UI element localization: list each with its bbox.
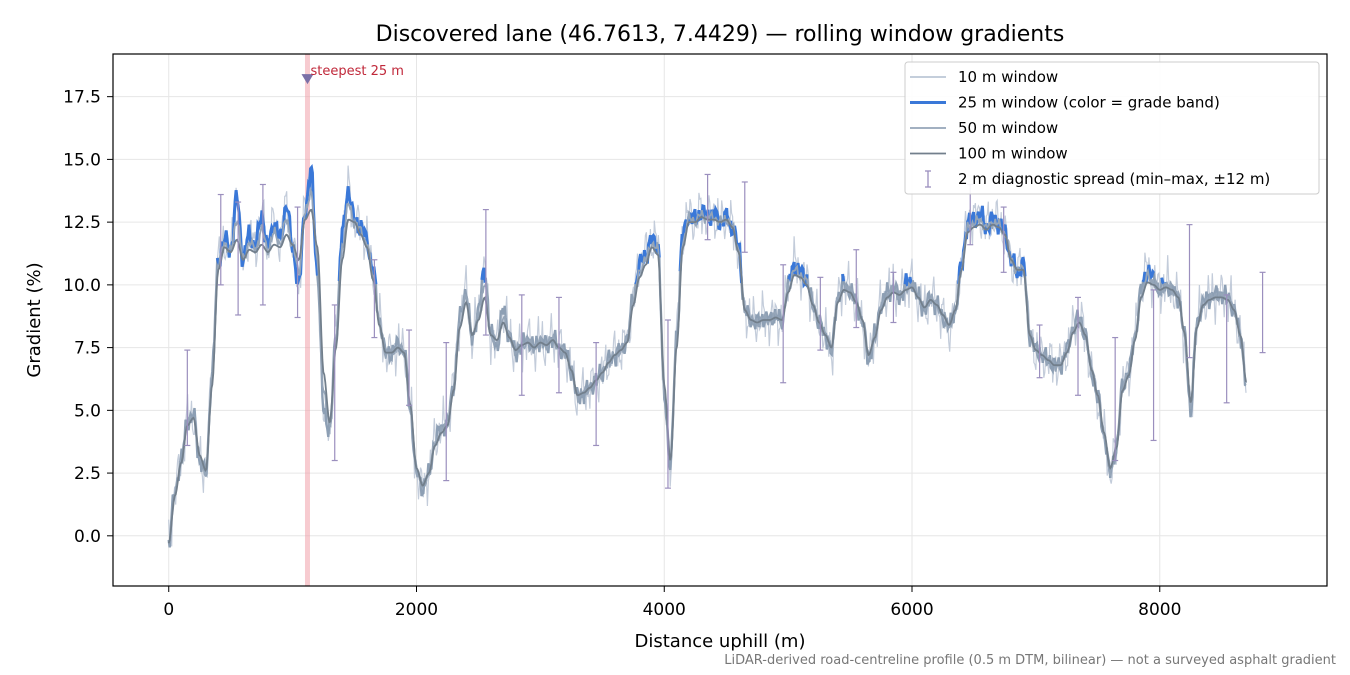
x-tick-label: 4000 [643, 600, 686, 620]
x-tick-label: 0 [163, 600, 174, 620]
legend-item: 25 m window (color = grade band) [910, 94, 1220, 112]
steepest-annotation: steepest 25 m [301, 64, 404, 85]
diagnostic-errorbar [555, 296, 562, 394]
diagnostic-errorbar [294, 206, 301, 319]
y-tick-label: 17.5 [63, 88, 101, 108]
diagnostic-errorbar [518, 294, 525, 396]
legend-label: 2 m diagnostic spread (min–max, ±12 m) [958, 170, 1270, 188]
x-tick-label: 2000 [395, 600, 438, 620]
diagnostic-errorbar [780, 264, 787, 384]
steepest-segment-highlight [304, 54, 310, 586]
steepest-marker-icon [301, 74, 314, 85]
diagnostic-errorbar [890, 271, 897, 324]
x-tick-label: 8000 [1138, 600, 1181, 620]
legend-item: 10 m window [910, 68, 1058, 86]
diagnostic-errorbar [1223, 294, 1230, 404]
diagnostic-errorbar [217, 193, 224, 286]
diagnostic-errorbar [259, 183, 266, 306]
diagnostic-errorbar [1036, 324, 1043, 379]
steepest-annotation-label: steepest 25 m [310, 64, 403, 79]
legend-item: 2 m diagnostic spread (min–max, ±12 m) [925, 170, 1270, 188]
x-axis-label: Distance uphill (m) [635, 631, 806, 652]
y-tick-label: 15.0 [63, 150, 101, 170]
legend-label: 10 m window [958, 68, 1058, 86]
legend-label: 100 m window [958, 145, 1068, 163]
y-tick-label: 10.0 [63, 276, 101, 296]
footnote: LiDAR-derived road-centreline profile (0… [724, 653, 1336, 668]
diagnostic-errorbar [741, 181, 748, 253]
diagnostic-errorbar [593, 341, 600, 447]
chart-title: Discovered lane (46.7613, 7.4429) — roll… [376, 22, 1065, 47]
axis-ticks: 0 2000 4000 6000 8000 0.0 2.5 5.0 7.5 10.0 12.5 15.… [63, 88, 1181, 620]
legend-item: 50 m window [910, 119, 1058, 137]
diagnostic-errorbar [331, 304, 338, 462]
diagnostic-errorbar [664, 319, 671, 489]
diagnostic-errorbar [406, 329, 413, 406]
y-tick-label: 12.5 [63, 213, 101, 233]
legend-label: 25 m window (color = grade band) [958, 94, 1220, 112]
diagnostic-errorbar [235, 201, 242, 316]
diagnostic-errorbar [371, 259, 378, 339]
diagnostic-errorbar [184, 349, 191, 447]
x-tick-label: 6000 [890, 600, 933, 620]
diagnostic-errorbar [1150, 289, 1157, 442]
legend: 10 m window 25 m window (color = grade ba… [904, 61, 1320, 195]
y-tick-label: 5.0 [74, 401, 101, 421]
diagnostic-errorbar [1186, 224, 1193, 359]
y-tick-label: 0.0 [74, 527, 101, 547]
diagnostic-errorbar [1112, 336, 1119, 462]
diagnostic-errorbar [817, 276, 824, 351]
y-axis-label: Gradient (%) [24, 262, 45, 377]
diagnostic-errorbar [1075, 296, 1082, 396]
diagnostic-errorbar [443, 341, 450, 482]
plot-frame [112, 53, 1328, 587]
diagnostic-errorbar [1259, 271, 1266, 354]
legend-label: 50 m window [958, 119, 1058, 137]
diagnostic-errorbar [1000, 206, 1007, 273]
diagnostic-errorbars [184, 173, 1266, 489]
y-tick-label: 7.5 [74, 339, 101, 359]
legend-box [904, 61, 1320, 195]
diagnostic-errorbar [482, 208, 489, 336]
diagnostic-errorbar [704, 173, 711, 241]
y-tick-label: 2.5 [74, 464, 101, 484]
diagnostic-errorbar [853, 249, 860, 329]
legend-item: 100 m window [910, 145, 1068, 163]
